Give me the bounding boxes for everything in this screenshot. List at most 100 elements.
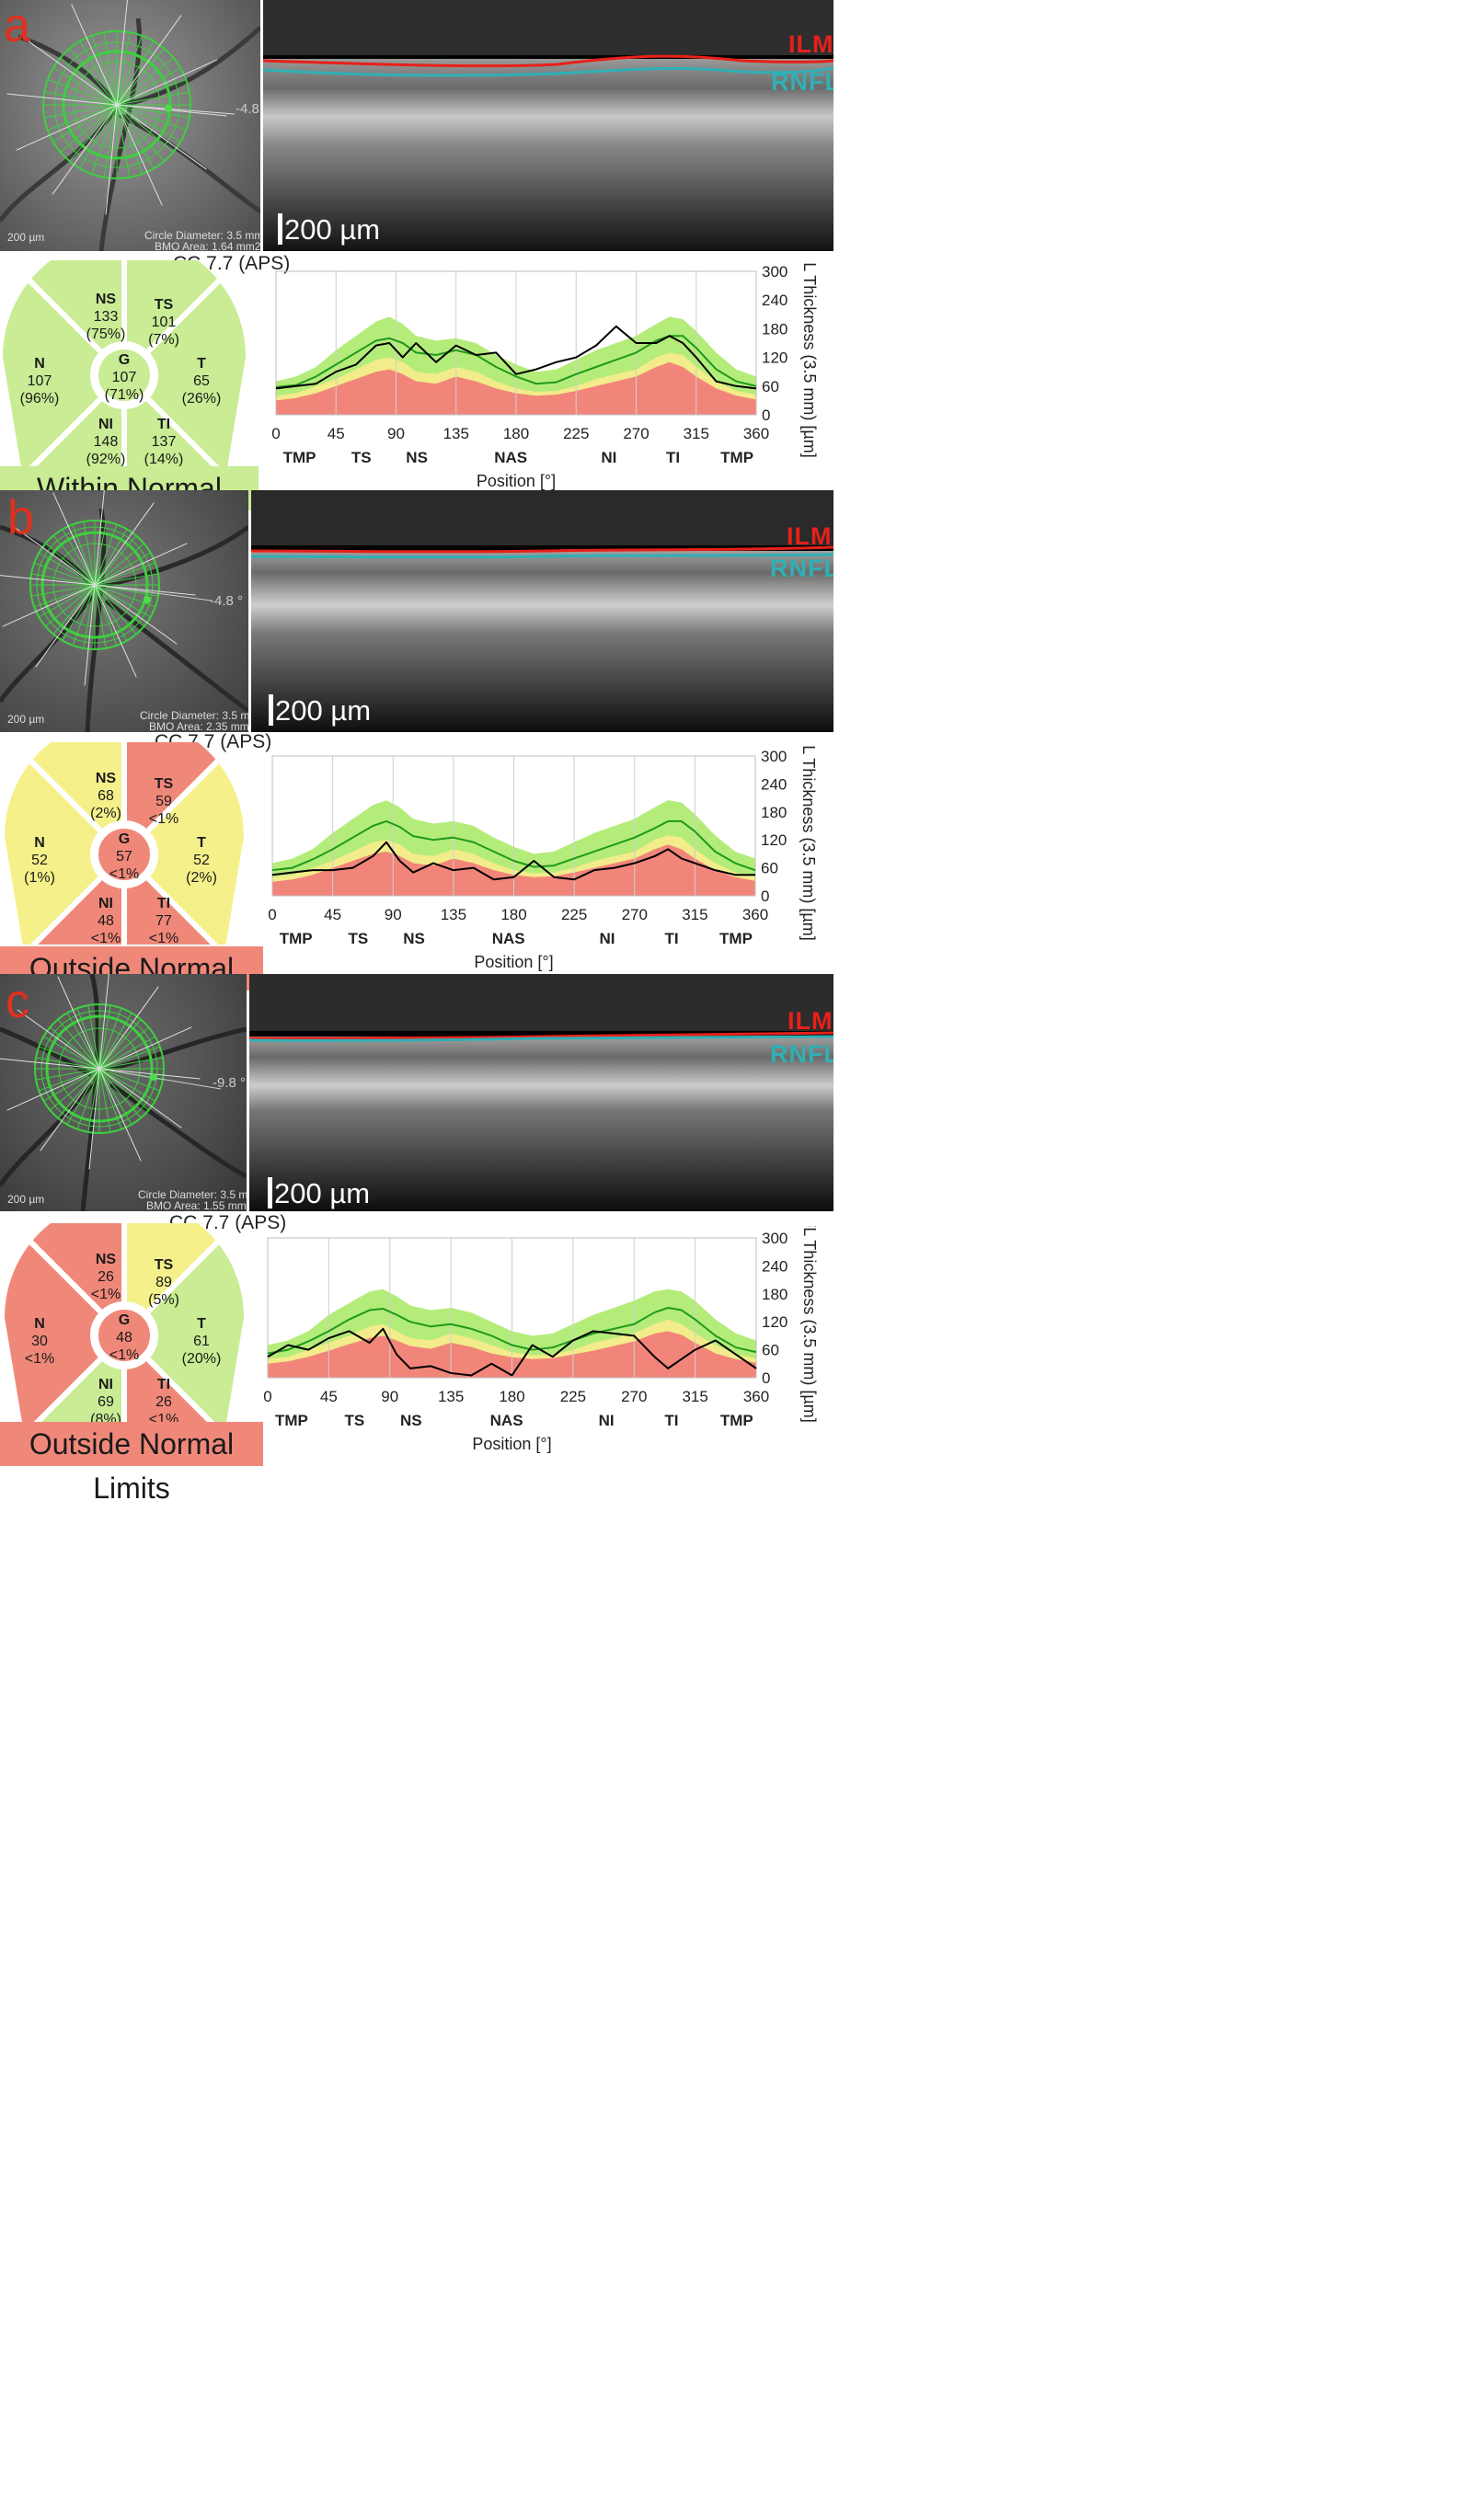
x-tick-label: 225	[560, 1388, 586, 1405]
y-tick-label: 180	[761, 804, 787, 821]
sector-name: NS	[96, 292, 117, 307]
bscan-scale: 200 µm	[268, 1177, 370, 1210]
x-tick-label: 0	[268, 906, 276, 923]
sector-value: 101	[152, 315, 177, 330]
sector-value: 68	[98, 788, 114, 804]
fundus-image: a -4.8 Circle Diameter: 3.5 mm BMO Area:…	[0, 0, 260, 251]
bscan-scale-text: 200 µm	[275, 694, 372, 727]
x-tick-label: 180	[499, 1388, 524, 1405]
sector-percent: <1%	[25, 1351, 54, 1367]
measured-line	[271, 841, 755, 881]
bmo-area-text: BMO Area: 2.35 mm2	[149, 720, 248, 732]
sector-name: G	[119, 831, 130, 847]
sector-axis-label: NAS	[492, 930, 525, 947]
bscan-scale-text: 200 µm	[284, 213, 381, 246]
fundus-scale: 200 µm	[7, 713, 45, 726]
x-tick-label: 0	[271, 425, 280, 442]
sector-axis-label: TS	[345, 1412, 365, 1429]
fundus-image: b -4.8 ° Circle Diameter: 3.5 mm BMO Are…	[0, 490, 248, 732]
sector-percent: (96%)	[20, 391, 60, 407]
sector-name: N	[34, 356, 45, 372]
x-tick-label: 360	[743, 425, 769, 442]
y-axis-label: RNFL Thickness (3.5 mm) [µm]	[800, 1226, 819, 1423]
y-tick-label: 0	[761, 888, 769, 905]
sector-name: TS	[155, 297, 174, 313]
ilm-label: ILM	[787, 522, 833, 550]
y-tick-label: 60	[762, 378, 779, 395]
x-tick-label: 90	[385, 906, 402, 923]
measured-line	[267, 1327, 757, 1377]
sector-value: 137	[152, 434, 177, 450]
sector-percent: (92%)	[86, 452, 126, 466]
sector-g	[93, 344, 155, 407]
ilm-label: ILM	[788, 30, 833, 58]
sector-name: TS	[155, 1257, 174, 1273]
x-tick-label: 225	[561, 906, 587, 923]
sector-axis-label: TMP	[720, 449, 753, 466]
sector-axis-label: NI	[599, 1412, 615, 1429]
bscan-image: ILM RNFL 200 µm	[263, 0, 833, 251]
sector-percent: (1%)	[24, 870, 55, 886]
sector-ni	[16, 872, 127, 945]
sector-ts	[121, 260, 234, 358]
x-tick-label: 270	[623, 425, 649, 442]
sector-name: N	[34, 1316, 45, 1332]
x-tick-label: 270	[622, 906, 648, 923]
sector-diagram: NS26<1%TS89(5%)N30<1%G48<1%T61(20%)NI69(…	[4, 1223, 244, 1426]
sector-ti	[121, 393, 234, 466]
sector-axis-label: TMP	[283, 449, 316, 466]
angle-readout: -4.8	[236, 101, 259, 117]
x-tick-label: 90	[387, 425, 405, 442]
x-axis-label: Position [°]	[472, 1435, 551, 1453]
x-tick-label: 135	[441, 906, 466, 923]
bscan-scale-text: 200 µm	[274, 1177, 371, 1209]
y-tick-label: 120	[762, 349, 787, 367]
x-axis-label: Position [°]	[477, 472, 556, 490]
fundus-image: c -9.8 ° Circle Diameter: 3.5 mm BMO Are…	[0, 974, 247, 1211]
x-tick-label: 360	[743, 1388, 769, 1405]
y-tick-label: 300	[762, 263, 787, 281]
sector-axis-label: TI	[664, 930, 678, 947]
x-tick-label: 135	[443, 425, 469, 442]
sector-percent: <1%	[91, 931, 121, 945]
y-tick-label: 120	[762, 1313, 787, 1331]
sector-name: TI	[157, 1377, 170, 1392]
sector-g	[93, 1304, 155, 1367]
sector-percent: (7%)	[148, 332, 179, 348]
mean-line	[267, 1307, 757, 1355]
sector-percent: <1%	[109, 1347, 139, 1363]
x-tick-label: 315	[684, 425, 709, 442]
bscan-image: ILM RNFL 200 µm	[251, 490, 833, 732]
sector-percent: (5%)	[148, 1292, 179, 1308]
sector-value: 107	[28, 373, 52, 389]
sector-value: 61	[193, 1334, 210, 1349]
x-tick-label: 45	[324, 906, 341, 923]
x-tick-label: 360	[742, 906, 768, 923]
sector-percent: <1%	[149, 931, 178, 945]
bscan-scale: 200 µm	[269, 694, 371, 727]
sector-name: T	[197, 356, 206, 372]
y-tick-label: 180	[762, 1286, 787, 1303]
panel-label-a: a	[4, 0, 30, 52]
sector-axis-label: TI	[666, 449, 680, 466]
circle-diameter-text: Circle Diameter: 3.5 mm	[140, 709, 248, 722]
sector-axis-label: NI	[600, 930, 615, 947]
sector-ti	[121, 872, 233, 945]
sector-percent: (14%)	[144, 452, 184, 466]
sector-value: 89	[155, 1275, 172, 1290]
y-tick-label: 60	[761, 860, 778, 877]
y-tick-label: 300	[762, 1230, 787, 1247]
y-tick-label: 240	[761, 775, 787, 793]
angle-readout: -9.8 °	[213, 1075, 247, 1091]
sector-axis-label: TMP	[719, 930, 753, 947]
sector-percent: <1%	[109, 866, 139, 882]
bscan-scale: 200 µm	[278, 213, 380, 246]
y-tick-label: 180	[762, 320, 787, 338]
sector-name: NI	[98, 896, 113, 911]
sector-ni	[15, 393, 127, 466]
sector-name: TS	[155, 776, 174, 792]
x-tick-label: 315	[682, 906, 707, 923]
mean-line	[271, 819, 756, 872]
bscan-image: ILM RNFL 200 µm	[249, 974, 833, 1211]
plot-frame	[275, 270, 757, 416]
